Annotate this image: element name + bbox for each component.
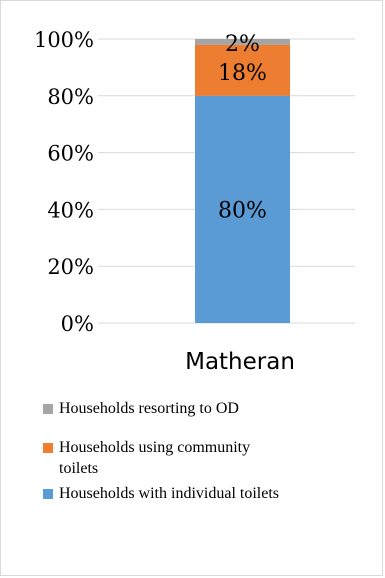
bar-segment: [195, 44, 290, 96]
legend-label: Households resorting to OD: [59, 400, 239, 417]
data-label: 2%: [225, 32, 260, 57]
legend-item-community: Households using community toilets: [41, 437, 381, 479]
bar-segment: [195, 95, 290, 323]
y-axis: 0% 20% 40% 60% 80% 100%: [34, 28, 94, 336]
legend-label: Households using community toilets: [59, 439, 251, 477]
y-tick-label: 100%: [34, 28, 94, 52]
legend-item-individual: Households with individual toilets: [41, 483, 381, 504]
legend-swatch-individual: [43, 489, 53, 499]
gridlines: [98, 38, 355, 324]
legend: Households resorting to OD Households us…: [41, 398, 381, 504]
chart-plot: 0% 20% 40% 60% 80% 100% 80% 18% 2% Matheran: [34, 28, 355, 375]
data-labels: 80% 18% 2%: [218, 32, 267, 223]
legend-swatch-community: [43, 443, 53, 453]
y-tick-label: 40%: [47, 198, 94, 222]
legend-item-od: Households resorting to OD: [41, 398, 381, 419]
bars: [195, 39, 290, 323]
data-label: 18%: [218, 61, 267, 86]
y-tick-label: 0%: [61, 312, 94, 336]
data-label: 80%: [218, 198, 267, 223]
x-tick-label: Matheran: [185, 349, 295, 375]
legend-swatch-od: [43, 404, 53, 414]
y-tick-label: 80%: [47, 85, 94, 109]
y-tick-label: 20%: [47, 255, 94, 279]
bar-segment: [195, 39, 290, 45]
y-tick-label: 60%: [47, 142, 94, 166]
legend-label: Households with individual toilets: [59, 485, 279, 502]
